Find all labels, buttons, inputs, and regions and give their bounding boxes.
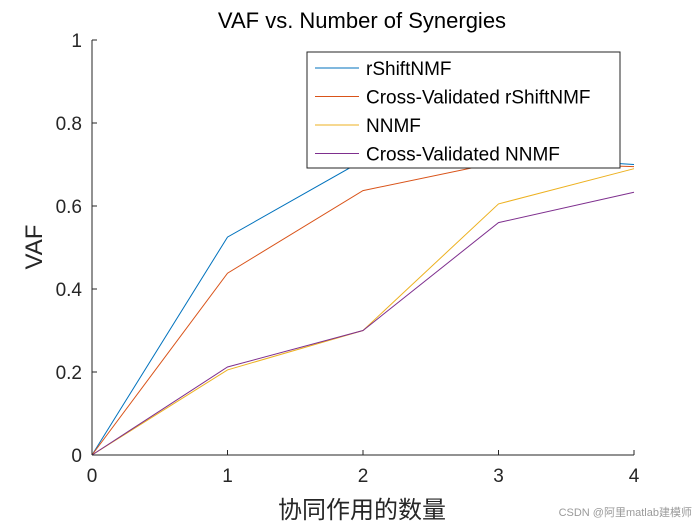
x-axis-label: 协同作用的数量 [278,497,446,524]
legend-label-1: rShiftNMF [366,59,452,80]
x-tick-label: 0 [87,466,98,487]
y-tick-label: 0.2 [56,363,82,384]
y-tick-label: 0.8 [56,114,82,135]
series-line-3 [91,168,635,456]
x-tick-label: 2 [358,466,369,487]
series-line-2 [91,161,635,456]
series-line-1 [91,155,635,456]
y-axis-label: VAF [21,225,48,270]
x-tick-label: 1 [222,466,233,487]
y-tick-label: 0 [71,446,82,467]
chart-title: VAF vs. Number of Synergies [218,8,506,33]
legend-box [306,51,621,169]
legend-label-3: NNMF [366,116,421,137]
y-tick-label: 1 [71,31,82,52]
legend-label-2: Cross-Validated rShiftNMF [366,88,591,109]
x-tick-label: 4 [629,466,640,487]
x-tick-label: 3 [493,466,504,487]
plot-area: 0 1 2 3 4 0 0.2 0.4 0.6 0.8 1 rShiftNMF Cross-Valida… [56,31,640,487]
series-line-4 [91,191,635,456]
watermark: CSDN @阿里matlab建模师 [559,505,692,519]
y-tick-label: 0.6 [56,197,82,218]
y-tick-label: 0.4 [56,280,83,301]
legend-label-4: Cross-Validated NNMF [366,145,560,166]
